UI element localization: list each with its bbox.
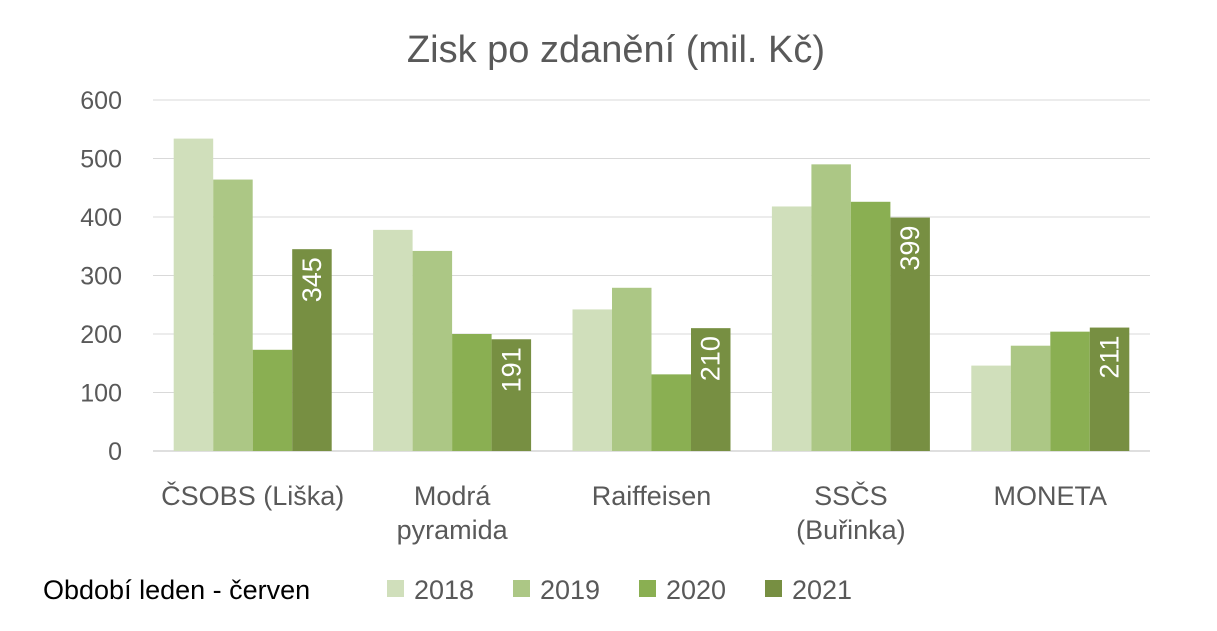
category-label: SSČS (Buřinka) [796, 480, 906, 545]
bar-2019 [811, 164, 851, 451]
y-tick-label: 500 [80, 146, 122, 174]
data-label: 191 [496, 347, 526, 392]
y-tick-label: 600 [80, 87, 122, 115]
bar-2019 [612, 287, 652, 451]
bar-2018 [771, 206, 812, 451]
bar-2021 [890, 217, 930, 451]
data-label: 211 [1095, 336, 1125, 379]
bars: 345 191 210 399 211 [173, 138, 1130, 452]
legend-swatch-2019 [513, 580, 530, 597]
legend-label-2021: 2021 [792, 575, 852, 605]
y-tick-label: 200 [80, 321, 122, 349]
legend-label-2019: 2019 [540, 575, 600, 605]
legend-label-2020: 2020 [666, 575, 726, 605]
bar-2021 [292, 249, 332, 451]
bar-2020 [1050, 331, 1090, 451]
category-label: Raiffeisen [592, 481, 712, 511]
bar-2021 [491, 339, 532, 451]
data-label: 345 [297, 257, 327, 302]
category-label: ČSOBS (Liška) [161, 480, 344, 511]
bar-2019 [213, 179, 253, 451]
legend-swatch-2021 [765, 580, 782, 597]
bar-2019 [1010, 345, 1051, 451]
bar-2020 [651, 374, 691, 451]
bar-2018 [373, 229, 413, 451]
legend-swatch-2020 [639, 580, 656, 597]
y-tick-label: 300 [80, 263, 122, 291]
legend-note: Období leden - červen [43, 575, 311, 605]
bar-2020 [252, 349, 293, 451]
bar-2018 [971, 365, 1011, 451]
legend-label-2018: 2018 [414, 575, 474, 605]
bar-2021 [691, 328, 731, 451]
legend-swatch-2018 [387, 580, 404, 597]
y-tick-label: 0 [108, 438, 122, 466]
y-tick-label: 400 [80, 204, 122, 232]
bar-2021 [1089, 327, 1130, 451]
data-label: 210 [696, 336, 726, 381]
category-label: Modrá pyramida [397, 481, 509, 545]
bar-2019 [412, 250, 453, 451]
y-tick-label: 100 [80, 380, 122, 408]
bar-2018 [572, 309, 612, 451]
bar-2020 [850, 201, 891, 451]
bar-2020 [452, 334, 492, 451]
y-axis: 0 100 200 300 400 500 600 [80, 87, 122, 466]
category-label: MONETA [994, 481, 1108, 511]
chart-title: Zisk po zdanění (mil. Kč) [407, 29, 825, 71]
bar-2018 [173, 138, 214, 452]
x-axis: ČSOBS (Liška) Modrá pyramida Raiffeisen SSČS… [161, 480, 1107, 545]
legend: 2018 2019 2020 2021 [387, 575, 852, 605]
data-label: 399 [895, 226, 925, 271]
